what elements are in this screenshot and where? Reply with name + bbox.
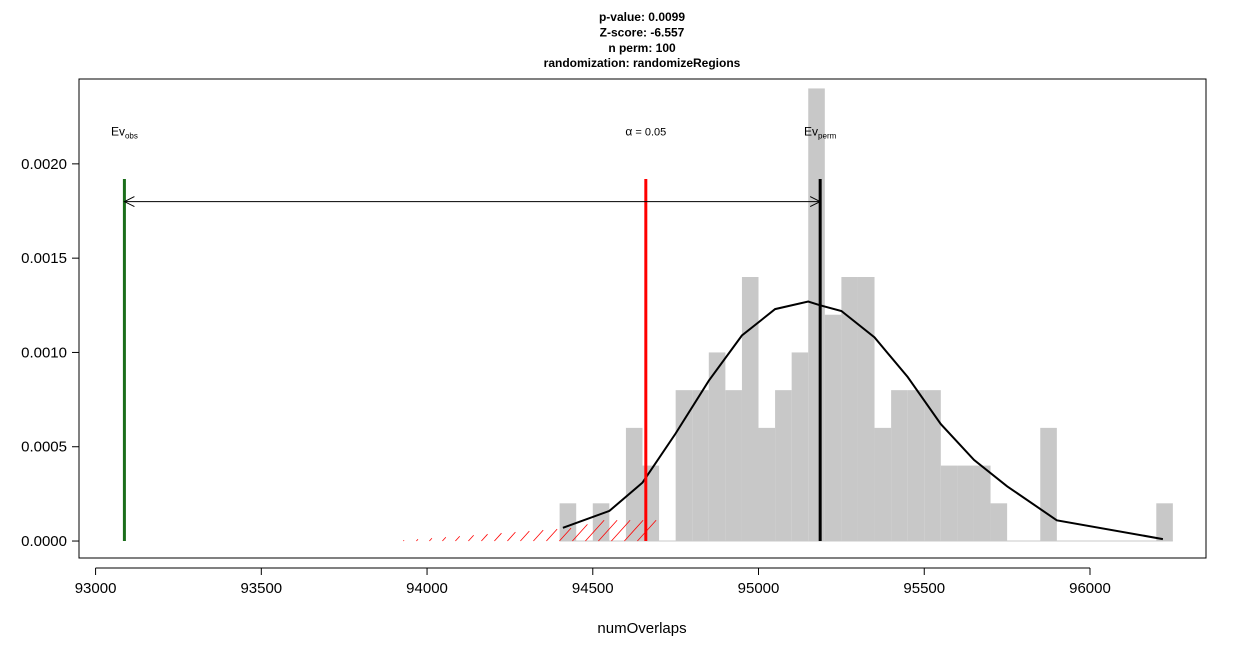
histogram-bar xyxy=(741,277,759,542)
y-axis: 0.0000 0.0005 0.0010 0.0015 0.0020 xyxy=(21,156,80,550)
histogram-bar xyxy=(808,88,825,542)
arrow-head-left xyxy=(123,196,135,208)
chart-title: p-value: 0.0099 Z-score: -6.557 n perm: … xyxy=(544,10,741,70)
histogram-bar xyxy=(559,503,577,542)
title-randomization: randomization: randomizeRegions xyxy=(544,56,741,70)
hatch-line xyxy=(481,533,488,542)
alpha-region-hatching xyxy=(403,519,657,542)
histogram-bar xyxy=(692,390,709,542)
histogram-bar xyxy=(1156,503,1173,542)
y-tick-label: 0.0015 xyxy=(21,250,67,267)
arrow-head-right xyxy=(809,196,822,208)
hatch-line xyxy=(546,528,558,542)
hatch-line xyxy=(455,535,461,542)
histogram-bar xyxy=(891,390,908,542)
x-axis-title: numOverlaps xyxy=(597,620,686,637)
x-tick-label: 95000 xyxy=(738,580,780,597)
y-tick-label: 0.0000 xyxy=(21,533,67,550)
hatch-line xyxy=(559,527,572,542)
histogram-bar xyxy=(957,465,974,542)
hatch-line xyxy=(598,519,618,542)
x-tick-label: 93500 xyxy=(240,580,282,597)
hatch-line xyxy=(507,531,516,542)
histogram-bars xyxy=(559,88,1173,542)
x-tick-label: 95500 xyxy=(903,580,945,597)
hatch-line xyxy=(585,519,605,542)
hatch-line xyxy=(624,519,644,542)
histogram-bar xyxy=(758,427,776,542)
hatch-line xyxy=(416,539,419,542)
x-tick-label: 94500 xyxy=(572,580,614,597)
histogram-bar xyxy=(592,503,610,542)
histogram-bar xyxy=(725,390,742,542)
x-tick-label: 93000 xyxy=(75,580,117,597)
hatch-line xyxy=(494,532,502,542)
observed-label: Evobs xyxy=(111,125,138,141)
histogram-bar xyxy=(708,352,726,542)
histogram-bar xyxy=(857,277,875,542)
x-tick-label: 94000 xyxy=(406,580,448,597)
y-tick-label: 0.0010 xyxy=(21,344,67,361)
hatch-line xyxy=(533,529,544,542)
marker-lines xyxy=(122,178,822,542)
hatch-line xyxy=(611,519,631,542)
histogram-bar xyxy=(990,503,1008,542)
histogram-bar xyxy=(907,390,925,542)
hatch-line xyxy=(403,540,405,542)
hatch-line xyxy=(572,524,588,542)
histogram-bar xyxy=(775,390,792,542)
title-p-value: p-value: 0.0099 xyxy=(599,10,685,24)
hatch-line xyxy=(442,536,447,542)
histogram-bar xyxy=(874,427,892,542)
histogram-bar xyxy=(940,465,958,542)
histogram-bar xyxy=(841,277,858,542)
hatch-line xyxy=(468,534,474,542)
title-z-score: Z-score: -6.557 xyxy=(600,26,685,40)
annotations: Evobs Evperm α = 0.05 xyxy=(111,125,837,141)
histogram-bar xyxy=(824,314,842,542)
alpha-label: α = 0.05 xyxy=(625,125,666,139)
histogram-bar xyxy=(973,465,991,542)
histogram-bar xyxy=(1040,427,1057,542)
x-tick-label: 96000 xyxy=(1069,580,1111,597)
y-tick-label: 0.0020 xyxy=(21,156,67,173)
histogram-bar xyxy=(791,352,809,542)
x-axis: 93000 93500 94000 94500 95000 95500 96000 xyxy=(75,567,1111,597)
histogram-bar xyxy=(625,427,643,542)
title-n-perm: n perm: 100 xyxy=(608,41,676,55)
hatch-line xyxy=(520,530,530,542)
permuted-mean-label: Evperm xyxy=(804,125,837,141)
hatch-line xyxy=(429,537,433,542)
histogram-bar xyxy=(924,390,941,542)
y-tick-label: 0.0005 xyxy=(21,439,67,456)
